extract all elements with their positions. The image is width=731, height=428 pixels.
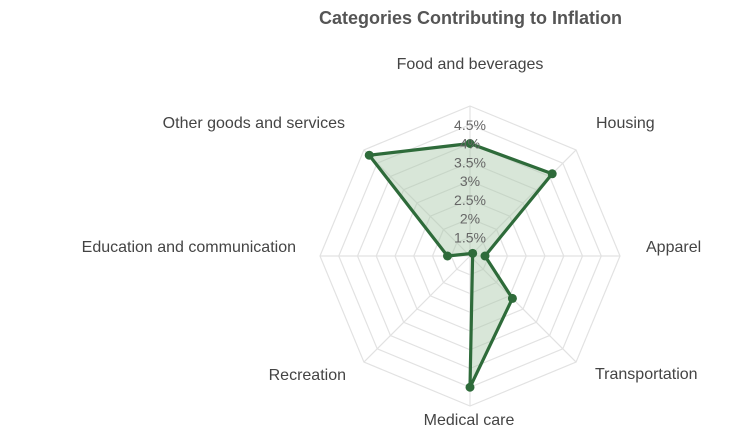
chart-title: Categories Contributing to Inflation bbox=[319, 8, 622, 28]
tick-label: 3% bbox=[460, 173, 480, 189]
tick-label: 3.5% bbox=[454, 154, 486, 170]
tick-label: 2% bbox=[460, 211, 480, 227]
category-label: Apparel bbox=[646, 239, 701, 256]
data-point bbox=[465, 382, 475, 392]
data-point bbox=[443, 251, 452, 261]
data-point bbox=[480, 251, 490, 261]
category-label: Transportation bbox=[595, 366, 698, 383]
data-point bbox=[465, 139, 475, 148]
category-label: Food and beverages bbox=[397, 56, 544, 73]
category-label: Housing bbox=[596, 115, 655, 132]
grid-spoke bbox=[363, 255, 471, 363]
grid-spoke bbox=[469, 149, 577, 257]
series-layer bbox=[364, 139, 557, 392]
data-point bbox=[547, 169, 557, 179]
category-label: Medical care bbox=[424, 412, 515, 428]
category-label: Education and communication bbox=[82, 239, 296, 256]
data-point bbox=[364, 150, 374, 160]
category-label: Other goods and services bbox=[163, 115, 345, 132]
data-point bbox=[507, 293, 517, 303]
grid-spoke bbox=[469, 255, 577, 363]
label-layer: Food and beverages Housing Apparel Transpor… bbox=[82, 56, 702, 428]
tick-label: 1.5% bbox=[454, 229, 486, 245]
tick-layer: 1.5% 2% 2.5% 3% 3.5% 4% 4.5% bbox=[454, 117, 486, 246]
grid-spoke bbox=[363, 149, 471, 257]
category-label: Recreation bbox=[269, 367, 346, 384]
data-point bbox=[468, 248, 478, 258]
tick-label: 2.5% bbox=[454, 192, 486, 208]
tick-label: 4.5% bbox=[454, 117, 486, 133]
tick-label: 4% bbox=[460, 136, 480, 152]
